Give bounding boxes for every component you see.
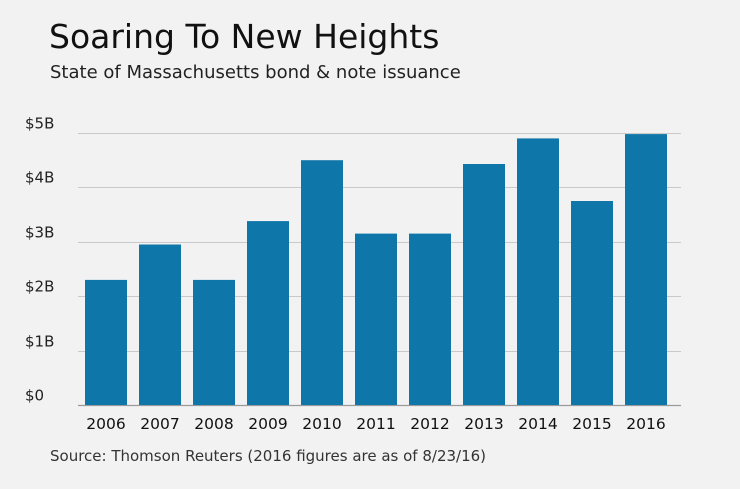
x-axis-tick-labels: 2006 2007 2008 2009 2010 2011 2012 2013 2014 2015… bbox=[86, 415, 665, 433]
x-tick-label: 2006 bbox=[86, 415, 125, 433]
bar-2009 bbox=[247, 221, 289, 405]
bar-2016 bbox=[625, 134, 667, 405]
x-tick-label: 2009 bbox=[248, 415, 287, 433]
y-tick-label: $0 bbox=[25, 387, 44, 405]
bars bbox=[85, 134, 667, 405]
x-tick-label: 2007 bbox=[140, 415, 179, 433]
x-tick-label: 2014 bbox=[518, 415, 557, 433]
x-tick-label: 2010 bbox=[302, 415, 341, 433]
bar-2015 bbox=[571, 201, 613, 405]
x-tick-label: 2013 bbox=[464, 415, 503, 433]
y-tick-label: $2B bbox=[25, 278, 54, 296]
x-tick-label: 2011 bbox=[356, 415, 395, 433]
y-axis-tick-labels: $0 $1B $2B $3B $4B $5B bbox=[25, 115, 54, 405]
bar-2013 bbox=[463, 164, 505, 405]
bar-2006 bbox=[85, 279, 127, 405]
source-note: Source: Thomson Reuters (2016 figures ar… bbox=[50, 447, 487, 465]
chart-title: Soaring To New Heights bbox=[49, 17, 440, 56]
x-tick-label: 2015 bbox=[572, 415, 611, 433]
bar-2012 bbox=[409, 233, 451, 405]
x-tick-label: 2016 bbox=[626, 415, 665, 433]
bar-2014 bbox=[517, 138, 559, 405]
y-tick-label: $4B bbox=[25, 169, 54, 187]
bar-2008 bbox=[193, 279, 235, 405]
chart-subtitle: State of Massachusetts bond & note issua… bbox=[50, 62, 461, 83]
y-tick-label: $3B bbox=[25, 224, 54, 242]
x-tick-label: 2008 bbox=[194, 415, 233, 433]
bar-2007 bbox=[139, 244, 181, 405]
y-tick-label: $5B bbox=[25, 115, 54, 133]
bar-2010 bbox=[301, 160, 343, 405]
y-tick-label: $1B bbox=[25, 333, 54, 351]
x-tick-label: 2012 bbox=[410, 415, 449, 433]
bar-2011 bbox=[355, 233, 397, 405]
